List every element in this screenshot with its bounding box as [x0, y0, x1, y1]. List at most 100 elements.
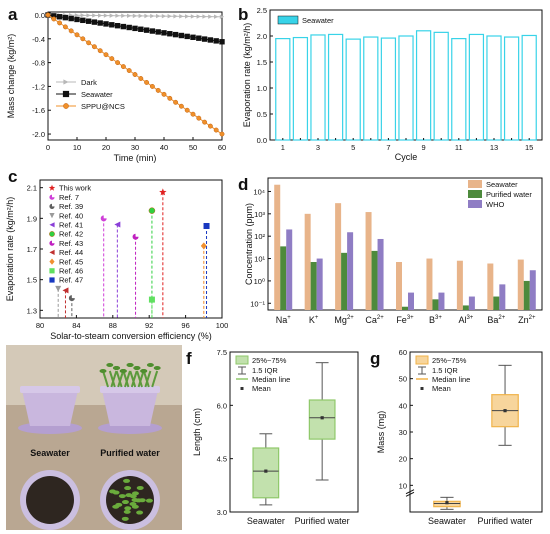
- legend-marker: [49, 222, 55, 228]
- data-point: [161, 30, 167, 36]
- seedling-leaf: [118, 494, 126, 499]
- x-tick-label: 30: [131, 143, 139, 152]
- x-tick-label: 92: [145, 321, 153, 330]
- data-point: [219, 14, 225, 19]
- data-point: [149, 83, 155, 89]
- pot-rim: [20, 386, 80, 393]
- legend-text: Mean: [432, 384, 451, 393]
- x-tick-label: Fe3+: [396, 315, 414, 325]
- panel-label-g: g: [370, 349, 380, 368]
- data-point: [86, 13, 91, 18]
- mean-marker: [503, 409, 507, 413]
- legend-text: WHO: [486, 200, 504, 209]
- x-tick-label: Purified water: [478, 516, 533, 526]
- bar: [380, 37, 397, 141]
- seedling-leaf: [136, 485, 144, 490]
- data-point: [201, 36, 208, 42]
- data-point: [109, 22, 115, 28]
- panel-label-a: a: [8, 5, 18, 24]
- seedling-leaf: [115, 502, 123, 507]
- x-tick-label: Ca2+: [365, 315, 384, 325]
- data-point: [173, 99, 179, 105]
- legend-marker: [49, 231, 55, 237]
- y-tick-label: 0.5: [257, 110, 267, 119]
- data-point: [143, 27, 150, 33]
- data-point: [149, 28, 156, 34]
- y-tick-label: 50: [399, 375, 407, 384]
- y-tick-label: 10⁰: [254, 277, 265, 286]
- x-tick-label: 20: [102, 143, 110, 152]
- ion-symbol: Ba: [487, 315, 498, 325]
- data-point: [190, 111, 196, 117]
- seedling-leaf: [123, 478, 131, 483]
- data-point: [74, 32, 80, 38]
- bar: [304, 213, 311, 310]
- legend-text: Dark: [81, 78, 97, 87]
- data-point: [200, 242, 207, 250]
- bar: [274, 184, 281, 310]
- data-point: [80, 17, 86, 24]
- x-tick-label: Seawater: [428, 516, 466, 526]
- ion-charge: 3+: [407, 315, 414, 321]
- bar: [468, 296, 475, 310]
- legend-marker: [49, 268, 55, 274]
- x-tick-label: Ba2+: [487, 315, 505, 325]
- legend-swatch: [468, 200, 482, 208]
- y-tick-label: 10⁻¹: [250, 299, 265, 308]
- data-point: [68, 15, 74, 22]
- seedling-leaf: [135, 498, 143, 503]
- data-point: [167, 95, 173, 101]
- data-point: [172, 31, 179, 38]
- data-point: [62, 287, 69, 294]
- legend-marker: [63, 79, 69, 85]
- data-point: [207, 37, 214, 43]
- panel-f: 3.0 4.5 6.0 7.5 Length (cm) Seawater Purified …: [192, 348, 359, 526]
- data-point: [132, 233, 139, 240]
- bar: [398, 35, 414, 141]
- y-tick-label: 10⁴: [253, 187, 265, 196]
- data-point: [132, 13, 138, 19]
- y-tick-label: 10³: [254, 210, 265, 219]
- bar: [310, 262, 317, 310]
- bar: [456, 260, 463, 310]
- legend-text: Purified water: [486, 190, 532, 199]
- data-point: [114, 221, 121, 228]
- box-iqr: [252, 447, 280, 499]
- y-tick-label: -0.4: [32, 35, 45, 44]
- y-tick-label: 10¹: [254, 255, 265, 264]
- x-tick-label: Na+: [276, 315, 292, 325]
- data-point: [115, 13, 120, 18]
- data-point: [190, 14, 196, 19]
- ion-charge: 2+: [347, 315, 354, 321]
- x-tick-label: 3: [316, 143, 320, 152]
- data-point: [185, 14, 190, 19]
- data-point: [213, 38, 219, 44]
- data-point: [98, 13, 103, 18]
- leaf: [140, 369, 148, 373]
- y-tick-label: -1.2: [32, 82, 45, 91]
- y-axis-label: Concentration (ppm): [244, 203, 254, 285]
- legend-iqr: [418, 366, 426, 375]
- y-tick-label: 2.0: [257, 32, 267, 41]
- leaf: [126, 363, 134, 367]
- legend-marker: [49, 258, 55, 265]
- y-tick-label: 20: [399, 455, 407, 464]
- data-point: [203, 223, 210, 229]
- x-tick-label: Seawater: [247, 516, 285, 526]
- data-point: [196, 35, 202, 41]
- ion-symbol: Fe: [396, 315, 407, 325]
- bar: [493, 296, 500, 310]
- x-tick-label: 80: [36, 321, 44, 330]
- leaf: [99, 369, 107, 373]
- x-tick-label: Zn2+: [518, 315, 536, 325]
- data-point: [127, 13, 132, 19]
- data-point: [155, 29, 161, 35]
- bar: [371, 250, 378, 310]
- bar: [517, 259, 524, 310]
- legend-text: Ref. 39: [59, 202, 83, 211]
- data-point: [80, 13, 85, 18]
- mean-marker: [445, 501, 449, 505]
- legend-text: Ref. 46: [59, 267, 83, 276]
- data-point: [207, 123, 213, 129]
